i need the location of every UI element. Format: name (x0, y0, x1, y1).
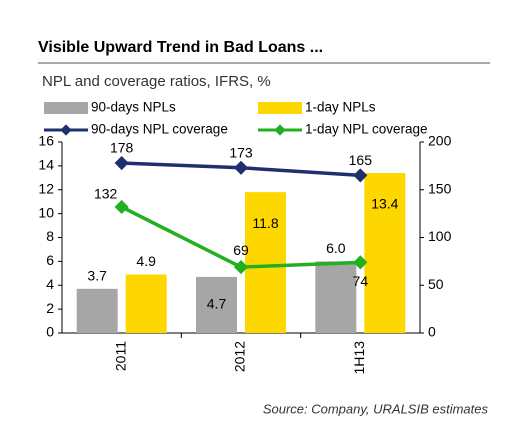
y2-tick-label: 150 (428, 180, 452, 196)
y-tick-label: 2 (46, 300, 54, 316)
y-tick-label: 0 (46, 324, 54, 340)
bar (125, 274, 167, 333)
legend-swatch (44, 102, 88, 114)
y2-tick-label: 0 (428, 324, 436, 340)
y-tick-label: 14 (38, 157, 54, 173)
data-label: 4.7 (207, 296, 227, 312)
bar (76, 288, 118, 333)
chart-title: Visible Upward Trend in Bad Loans ... (38, 39, 323, 56)
line-series (120, 205, 361, 269)
data-label: 173 (229, 144, 253, 160)
legend-swatch (258, 102, 302, 114)
chart-subtitle: NPL and coverage ratios, IFRS, % (42, 73, 271, 90)
data-label: 165 (349, 152, 373, 168)
legend-label: 90-days NPLs (91, 100, 176, 115)
legend-label: 1-day NPL coverage (305, 122, 428, 137)
y-tick-label: 16 (38, 133, 54, 149)
y-tick-label: 12 (38, 180, 54, 196)
y2-tick-label: 100 (428, 228, 452, 244)
data-label: 11.8 (252, 215, 278, 231)
legend-label: 1-day NPLs (305, 100, 376, 115)
legend-marker (274, 124, 286, 136)
bar (315, 261, 357, 333)
y-tick-label: 8 (46, 228, 54, 244)
bar (245, 192, 286, 333)
y-tick-label: 4 (46, 276, 54, 292)
y2-tick-label: 200 (428, 133, 452, 149)
legend-label: 90-days NPL coverage (91, 122, 228, 137)
y2-tick-label: 50 (428, 276, 444, 292)
data-label: 74 (353, 273, 369, 289)
line-marker (114, 155, 129, 171)
line-marker (353, 168, 368, 183)
data-label: 69 (233, 242, 249, 258)
data-label: 178 (110, 140, 134, 156)
line-marker (353, 255, 368, 270)
line-marker (114, 199, 129, 215)
data-label: 132 (94, 186, 118, 202)
bar (196, 276, 237, 333)
x-tick-label: 2011 (112, 341, 128, 371)
y-tick-label: 10 (38, 204, 54, 220)
data-label: 4.9 (136, 253, 156, 269)
data-label: 6.0 (326, 240, 346, 256)
y-tick-label: 6 (46, 252, 54, 268)
line-marker (233, 160, 249, 175)
data-label: 3.7 (87, 268, 107, 284)
data-label: 13.4 (371, 196, 398, 212)
x-tick-label: 1H13 (351, 341, 367, 375)
line-marker (233, 260, 249, 275)
bar (364, 173, 406, 333)
source-note: Source: Company, URALSIB estimates (263, 401, 489, 416)
legend-marker (60, 124, 72, 136)
x-tick-label: 2012 (232, 341, 248, 372)
